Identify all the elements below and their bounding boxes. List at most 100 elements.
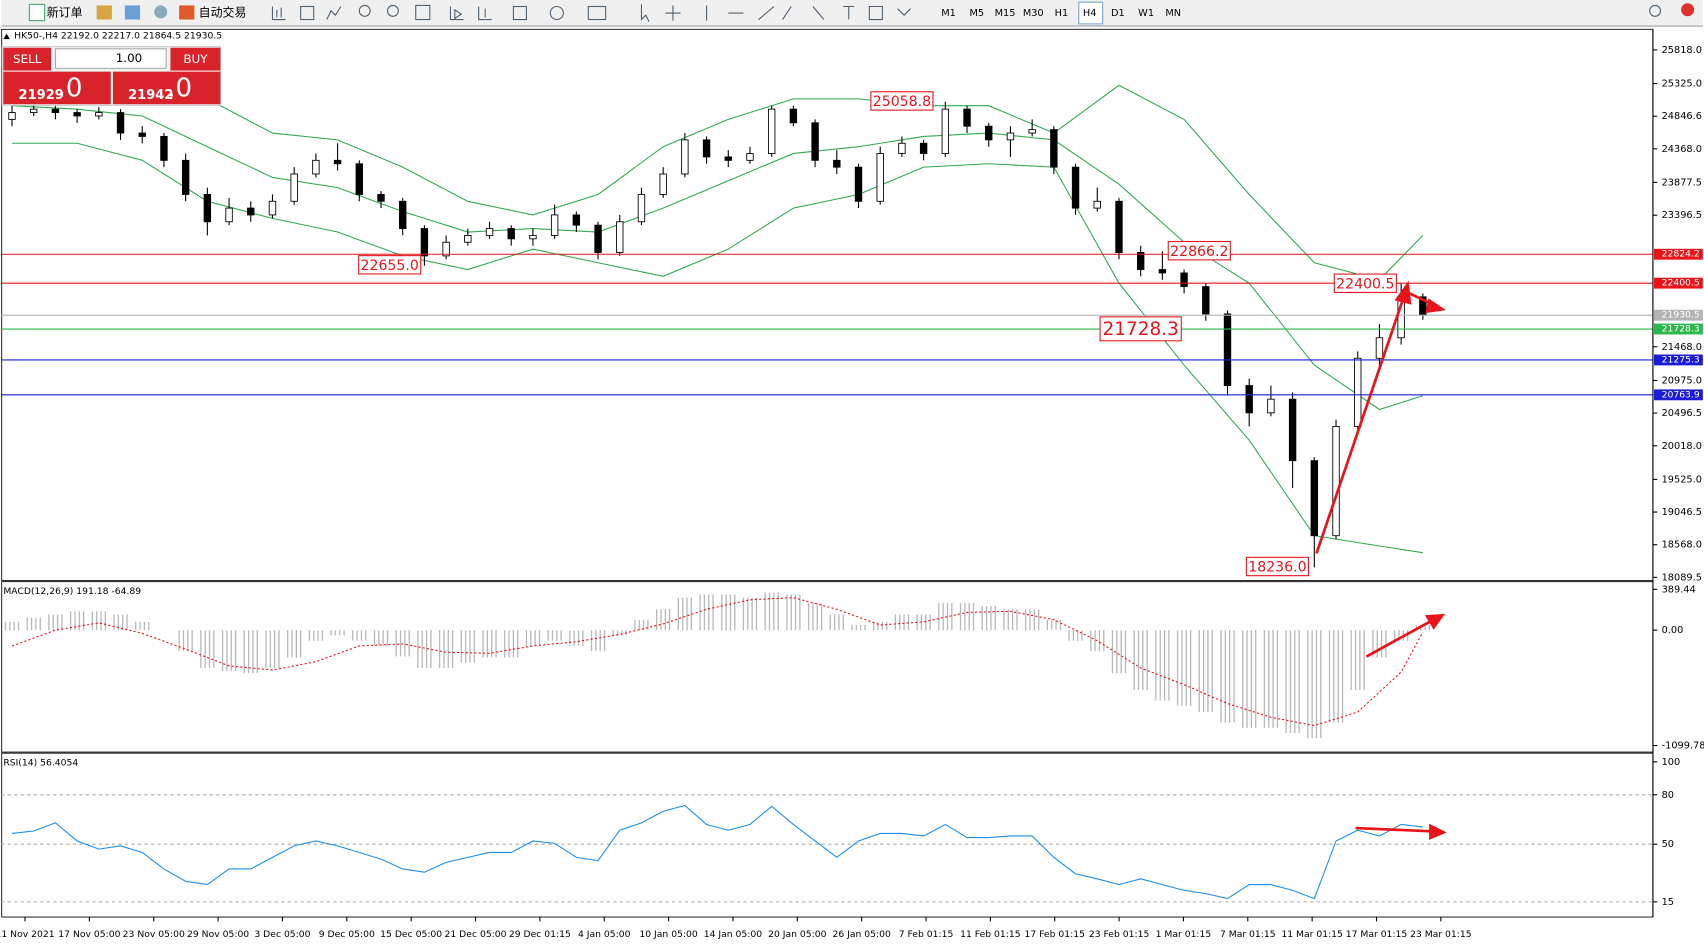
ask-price[interactable]: 21942 [128, 88, 173, 103]
toolbar: 新订单 自动交易 M1 M5 M15 M30 H1 H4 D1 W1 MN [1, 0, 1703, 27]
y-tick-label: 50 [1662, 839, 1674, 850]
toolbar-icon[interactable] [124, 5, 141, 20]
cursor-icon[interactable] [640, 4, 650, 22]
candle-body [1028, 129, 1036, 134]
shift-icon[interactable] [478, 6, 492, 21]
sell-label[interactable]: SELL [13, 52, 42, 66]
ask-fraction[interactable]: .0 [167, 73, 192, 103]
timeframe-button[interactable]: M15 [995, 8, 1016, 19]
period-icon[interactable] [549, 5, 564, 21]
timeframe-button[interactable]: D1 [1111, 8, 1125, 19]
drawing-tools[interactable] [706, 5, 883, 21]
annotation: 22655.0 [361, 258, 419, 274]
timeframe-button[interactable]: M30 [1023, 8, 1044, 19]
candle-body [442, 241, 450, 257]
zoom-out-icon[interactable] [386, 4, 399, 17]
buy-label[interactable]: BUY [183, 52, 208, 66]
crosshair-icon[interactable] [665, 5, 681, 21]
timeframe-button[interactable]: H4 [1083, 8, 1097, 19]
scroll-icon[interactable] [449, 6, 464, 21]
candle-body [1136, 252, 1145, 270]
level-label: 20763.9 [1662, 389, 1700, 400]
candle-body [919, 142, 928, 154]
indicator-icon[interactable] [512, 5, 527, 21]
candle-body [616, 221, 624, 253]
one-click-panel: SELL 1.00 BUY 21929 .0 21942 .0 [1, 46, 221, 106]
zoom-in-icon[interactable] [358, 4, 371, 17]
annotation-box [1167, 240, 1231, 261]
candle-body [464, 234, 472, 243]
toolbar-icon[interactable] [96, 5, 112, 20]
candle-body [1050, 129, 1058, 168]
bid-box[interactable] [3, 71, 111, 105]
candle-body [51, 108, 60, 113]
candle-body [181, 159, 190, 195]
x-tick-label: 10 Jan 05:00 [639, 929, 698, 940]
y-tick-label: 18568.0 [1662, 540, 1702, 551]
annotation: 18236.0 [1248, 560, 1306, 576]
arrow-tool[interactable] [897, 8, 911, 16]
new-order-icon[interactable] [28, 3, 46, 22]
candle-body [290, 173, 298, 202]
annotation: 22400.5 [1336, 276, 1394, 292]
arrows [1315, 280, 1447, 840]
candle-body [1354, 357, 1362, 427]
buy-button[interactable] [170, 47, 221, 71]
timeframe-button[interactable]: H1 [1055, 8, 1069, 19]
y-tick-label: 20975.0 [1662, 375, 1702, 386]
candle-body [985, 125, 993, 141]
lots-value[interactable]: 1.00 [116, 51, 143, 65]
timeframe-button[interactable]: M1 [941, 8, 956, 19]
candle-body [1288, 398, 1297, 462]
candle-body [529, 234, 537, 240]
timeframe-button[interactable]: M5 [969, 8, 984, 19]
template-icon[interactable] [587, 5, 607, 21]
candle-body [268, 200, 277, 216]
x-tick-label: 1 Mar 01:15 [1156, 929, 1212, 940]
level-label: 22400.5 [1662, 278, 1700, 289]
bid-fraction[interactable]: .0 [58, 73, 83, 103]
tile-icon[interactable] [415, 4, 431, 21]
y-tick-label: 24368.0 [1662, 144, 1702, 155]
candle-body [681, 139, 689, 175]
annotation-box [1245, 556, 1310, 577]
candle-icon[interactable] [300, 5, 315, 21]
lots-input[interactable] [54, 48, 167, 69]
timeframe-button[interactable]: MN [1165, 8, 1181, 19]
candle-body [1093, 200, 1101, 209]
bar-chart-icon[interactable] [271, 6, 286, 21]
auto-trading-button[interactable]: 自动交易 [199, 6, 247, 20]
candle-body [550, 214, 559, 236]
candle-body [312, 159, 320, 175]
x-tick-label: 11 Feb 01:15 [960, 929, 1021, 940]
toolbar-icon[interactable] [154, 5, 168, 19]
new-order-button[interactable]: 新订单 [47, 6, 83, 20]
sell-button[interactable] [3, 47, 52, 71]
annotation: 22866.2 [1170, 244, 1228, 260]
x-tick-label: 17 Nov 05:00 [58, 929, 120, 940]
x-tick-label: 23 Mar 01:15 [1410, 929, 1472, 940]
y-tick-label: 23396.5 [1662, 210, 1702, 221]
timeframe-button[interactable]: W1 [1138, 8, 1154, 19]
search-icon[interactable] [1649, 4, 1662, 17]
ask-box[interactable] [112, 71, 221, 105]
trend-arrow [1315, 294, 1406, 554]
auto-trading-icon[interactable] [179, 5, 195, 20]
level-tag [1654, 389, 1703, 401]
rsi-arrow [1355, 826, 1432, 833]
y-tick-label: 23877.5 [1662, 177, 1702, 188]
candle-body [399, 200, 407, 230]
bid-price[interactable]: 21929 [19, 88, 64, 103]
line-chart-icon[interactable] [326, 6, 342, 20]
x-tick-label: 4 Jan 05:00 [578, 929, 631, 940]
x-tick-label: 17 Feb 01:15 [1024, 929, 1085, 940]
y-tick-label: 21468.0 [1662, 342, 1702, 353]
candle-body [1071, 166, 1080, 209]
annotation-box [358, 255, 422, 275]
indicator-title: MACD(12,26,9) 191.18 -64.89 [3, 586, 141, 597]
notification-badge[interactable] [1681, 3, 1695, 17]
candle-body [377, 194, 385, 202]
bollinger-upper [11, 64, 1424, 281]
